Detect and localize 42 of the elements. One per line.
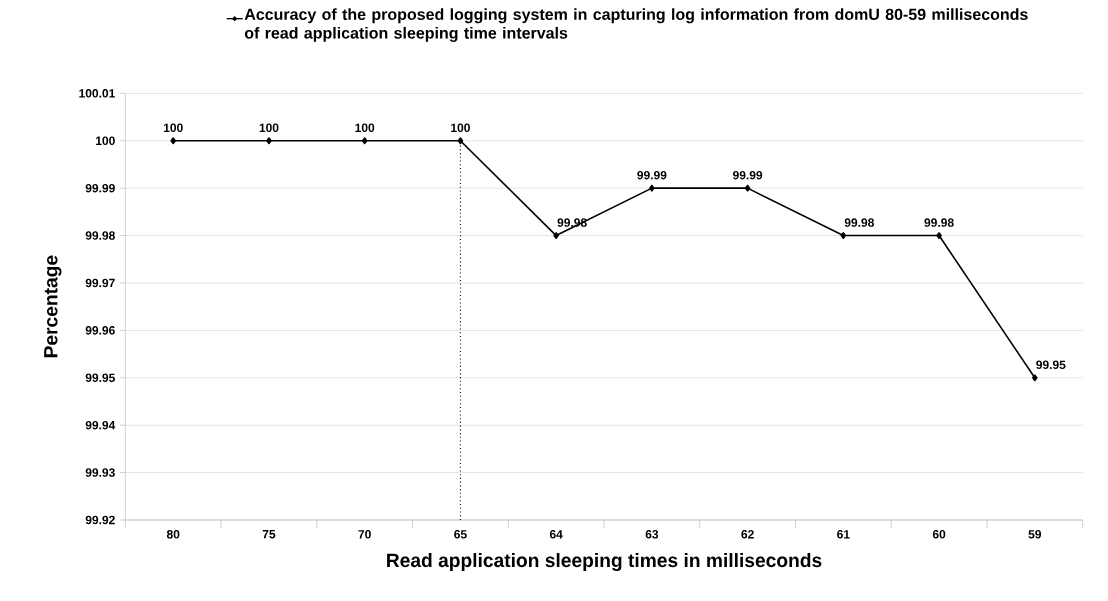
- x-tick-label: 63: [645, 529, 659, 539]
- y-tick-label: 99.92: [85, 515, 115, 525]
- data-label: 100: [451, 123, 470, 132]
- y-tick-label: 99.95: [85, 373, 115, 382]
- x-tick-label: 70: [358, 529, 371, 539]
- y-tick-label: 99.98: [85, 231, 115, 240]
- data-label: 99.99: [637, 170, 667, 180]
- y-axis-title: Percentage: [44, 255, 62, 357]
- x-tick-label: 59: [1028, 529, 1042, 539]
- data-label: 100: [163, 123, 183, 132]
- y-tick-label: 99.94: [85, 420, 116, 430]
- point: [361, 137, 368, 145]
- y-tick-label: 99.99: [85, 183, 115, 193]
- point: [1032, 374, 1038, 382]
- x-axis-title: Read application sleeping times in milliseconds: [387, 552, 822, 571]
- point: [936, 231, 942, 239]
- legend-label: Accuracy of the proposed logging system in capturing log information from domU 80-59 milliseconds of read application sleeping time intervals: [244, 8, 1028, 42]
- point: [170, 137, 177, 145]
- x-tick-label: 60: [932, 529, 946, 539]
- data-label: 100: [259, 123, 279, 132]
- data-label: 99.98: [844, 218, 874, 227]
- y-tick-label: 99.93: [85, 468, 115, 477]
- x-tick-label: 65: [454, 529, 467, 539]
- y-tick-label: 100: [96, 136, 115, 145]
- x-tick-label: 80: [166, 529, 180, 539]
- x-tick-label: 75: [262, 529, 276, 539]
- data-label: 99.95: [1036, 360, 1066, 369]
- point: [457, 137, 464, 145]
- data-label: 99.99: [733, 170, 763, 180]
- y-tick-label: 99.97: [85, 278, 115, 288]
- data-label: 99.98: [924, 218, 954, 227]
- point: [840, 231, 847, 239]
- data-label: 100: [355, 123, 375, 132]
- point: [649, 184, 655, 192]
- x-tick-label: 61: [837, 529, 850, 539]
- point: [744, 184, 751, 192]
- x-tick-label: 62: [741, 529, 754, 539]
- x-tick-label: 64: [549, 529, 563, 539]
- y-tick-label: 100.01: [79, 88, 115, 98]
- y-tick-label: 99.96: [85, 325, 115, 335]
- point: [553, 231, 559, 239]
- point: [266, 137, 272, 145]
